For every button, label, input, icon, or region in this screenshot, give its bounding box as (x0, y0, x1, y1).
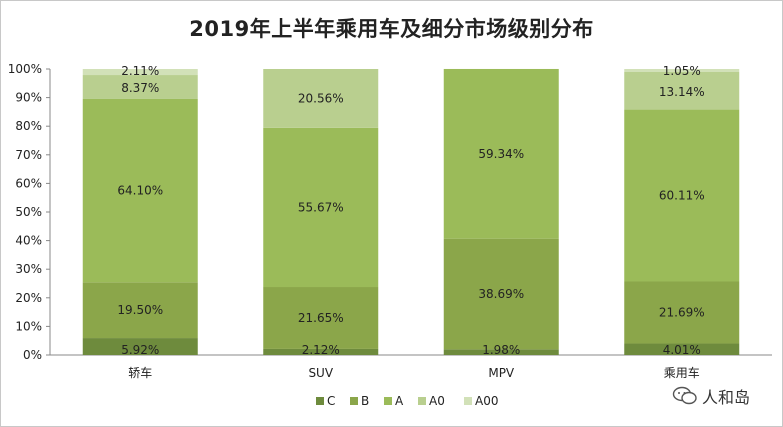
data-label: 55.67% (298, 200, 344, 214)
data-label: 5.92% (121, 343, 159, 357)
y-tick-label: 50% (15, 205, 42, 219)
wechat-icon (672, 386, 697, 405)
data-label: 20.56% (298, 91, 344, 105)
data-label: 2.11% (121, 64, 159, 78)
data-label: 8.37% (121, 81, 159, 95)
y-tick-label: 80% (15, 119, 42, 133)
chart-title: 2019年上半年乘用车及细分市场级别分布 (189, 17, 594, 41)
y-tick-label: 10% (15, 319, 42, 333)
watermark: 人和岛 (672, 384, 772, 408)
y-tick-label: 30% (15, 262, 42, 276)
bar-segment-c (263, 348, 379, 355)
y-tick-label: 60% (15, 176, 42, 190)
x-tick-label: SUV (308, 366, 333, 380)
y-tick-label: 20% (15, 291, 42, 305)
data-label: 13.14% (659, 85, 705, 99)
data-label: 19.50% (117, 303, 163, 317)
data-label: 4.01% (663, 343, 701, 357)
legend-label: A (395, 394, 404, 408)
bar-segment-b (82, 282, 198, 339)
data-label: 21.65% (298, 311, 344, 325)
legend-label: B (361, 394, 369, 408)
data-label: 38.69% (478, 287, 524, 301)
y-tick-label: 40% (15, 234, 42, 248)
y-tick-label: 100% (8, 62, 42, 76)
y-tick-label: 70% (15, 148, 42, 162)
x-tick-label: MPV (488, 366, 515, 380)
bar-segment-c (443, 349, 559, 355)
data-label: 1.98% (482, 343, 520, 357)
legend-label: C (327, 394, 335, 408)
legend-swatch-b (350, 397, 358, 405)
bar-segment-a0 (82, 75, 198, 99)
x-tick-label: 乘用车 (664, 365, 700, 380)
data-label: 60.11% (659, 189, 705, 203)
legend-swatch-a (384, 397, 392, 405)
bar-segment-a (263, 127, 379, 288)
data-label: 59.34% (478, 147, 524, 161)
legend-label: A00 (475, 394, 498, 408)
data-label: 64.10% (117, 184, 163, 198)
data-label: 1.05% (663, 64, 701, 78)
watermark-text: 人和岛 (702, 388, 751, 407)
data-label: 2.12% (302, 343, 340, 357)
legend-swatch-c (316, 397, 324, 405)
legend-label: A0 (429, 394, 445, 408)
x-tick-label: 轿车 (128, 365, 152, 380)
bar-segment-a0 (624, 72, 740, 110)
y-tick-label: 90% (15, 91, 42, 105)
bar-segment-a (443, 68, 559, 239)
legend-swatch-a00 (464, 397, 472, 405)
bar-segment-a0 (263, 69, 379, 128)
bar-segment-a00 (82, 69, 198, 76)
bar-segment-c (82, 338, 198, 355)
bar-segment-c (624, 343, 740, 355)
bar-segment-b (263, 287, 379, 349)
data-label: 21.69% (659, 306, 705, 320)
legend-swatch-a0 (418, 397, 426, 405)
bar-segment-a (82, 98, 198, 283)
bar-segment-a00 (624, 69, 740, 73)
bar-segment-a (624, 109, 740, 282)
bar-segment-b (624, 281, 740, 344)
y-tick-label: 0% (23, 348, 42, 362)
bar-segment-b (443, 238, 559, 350)
